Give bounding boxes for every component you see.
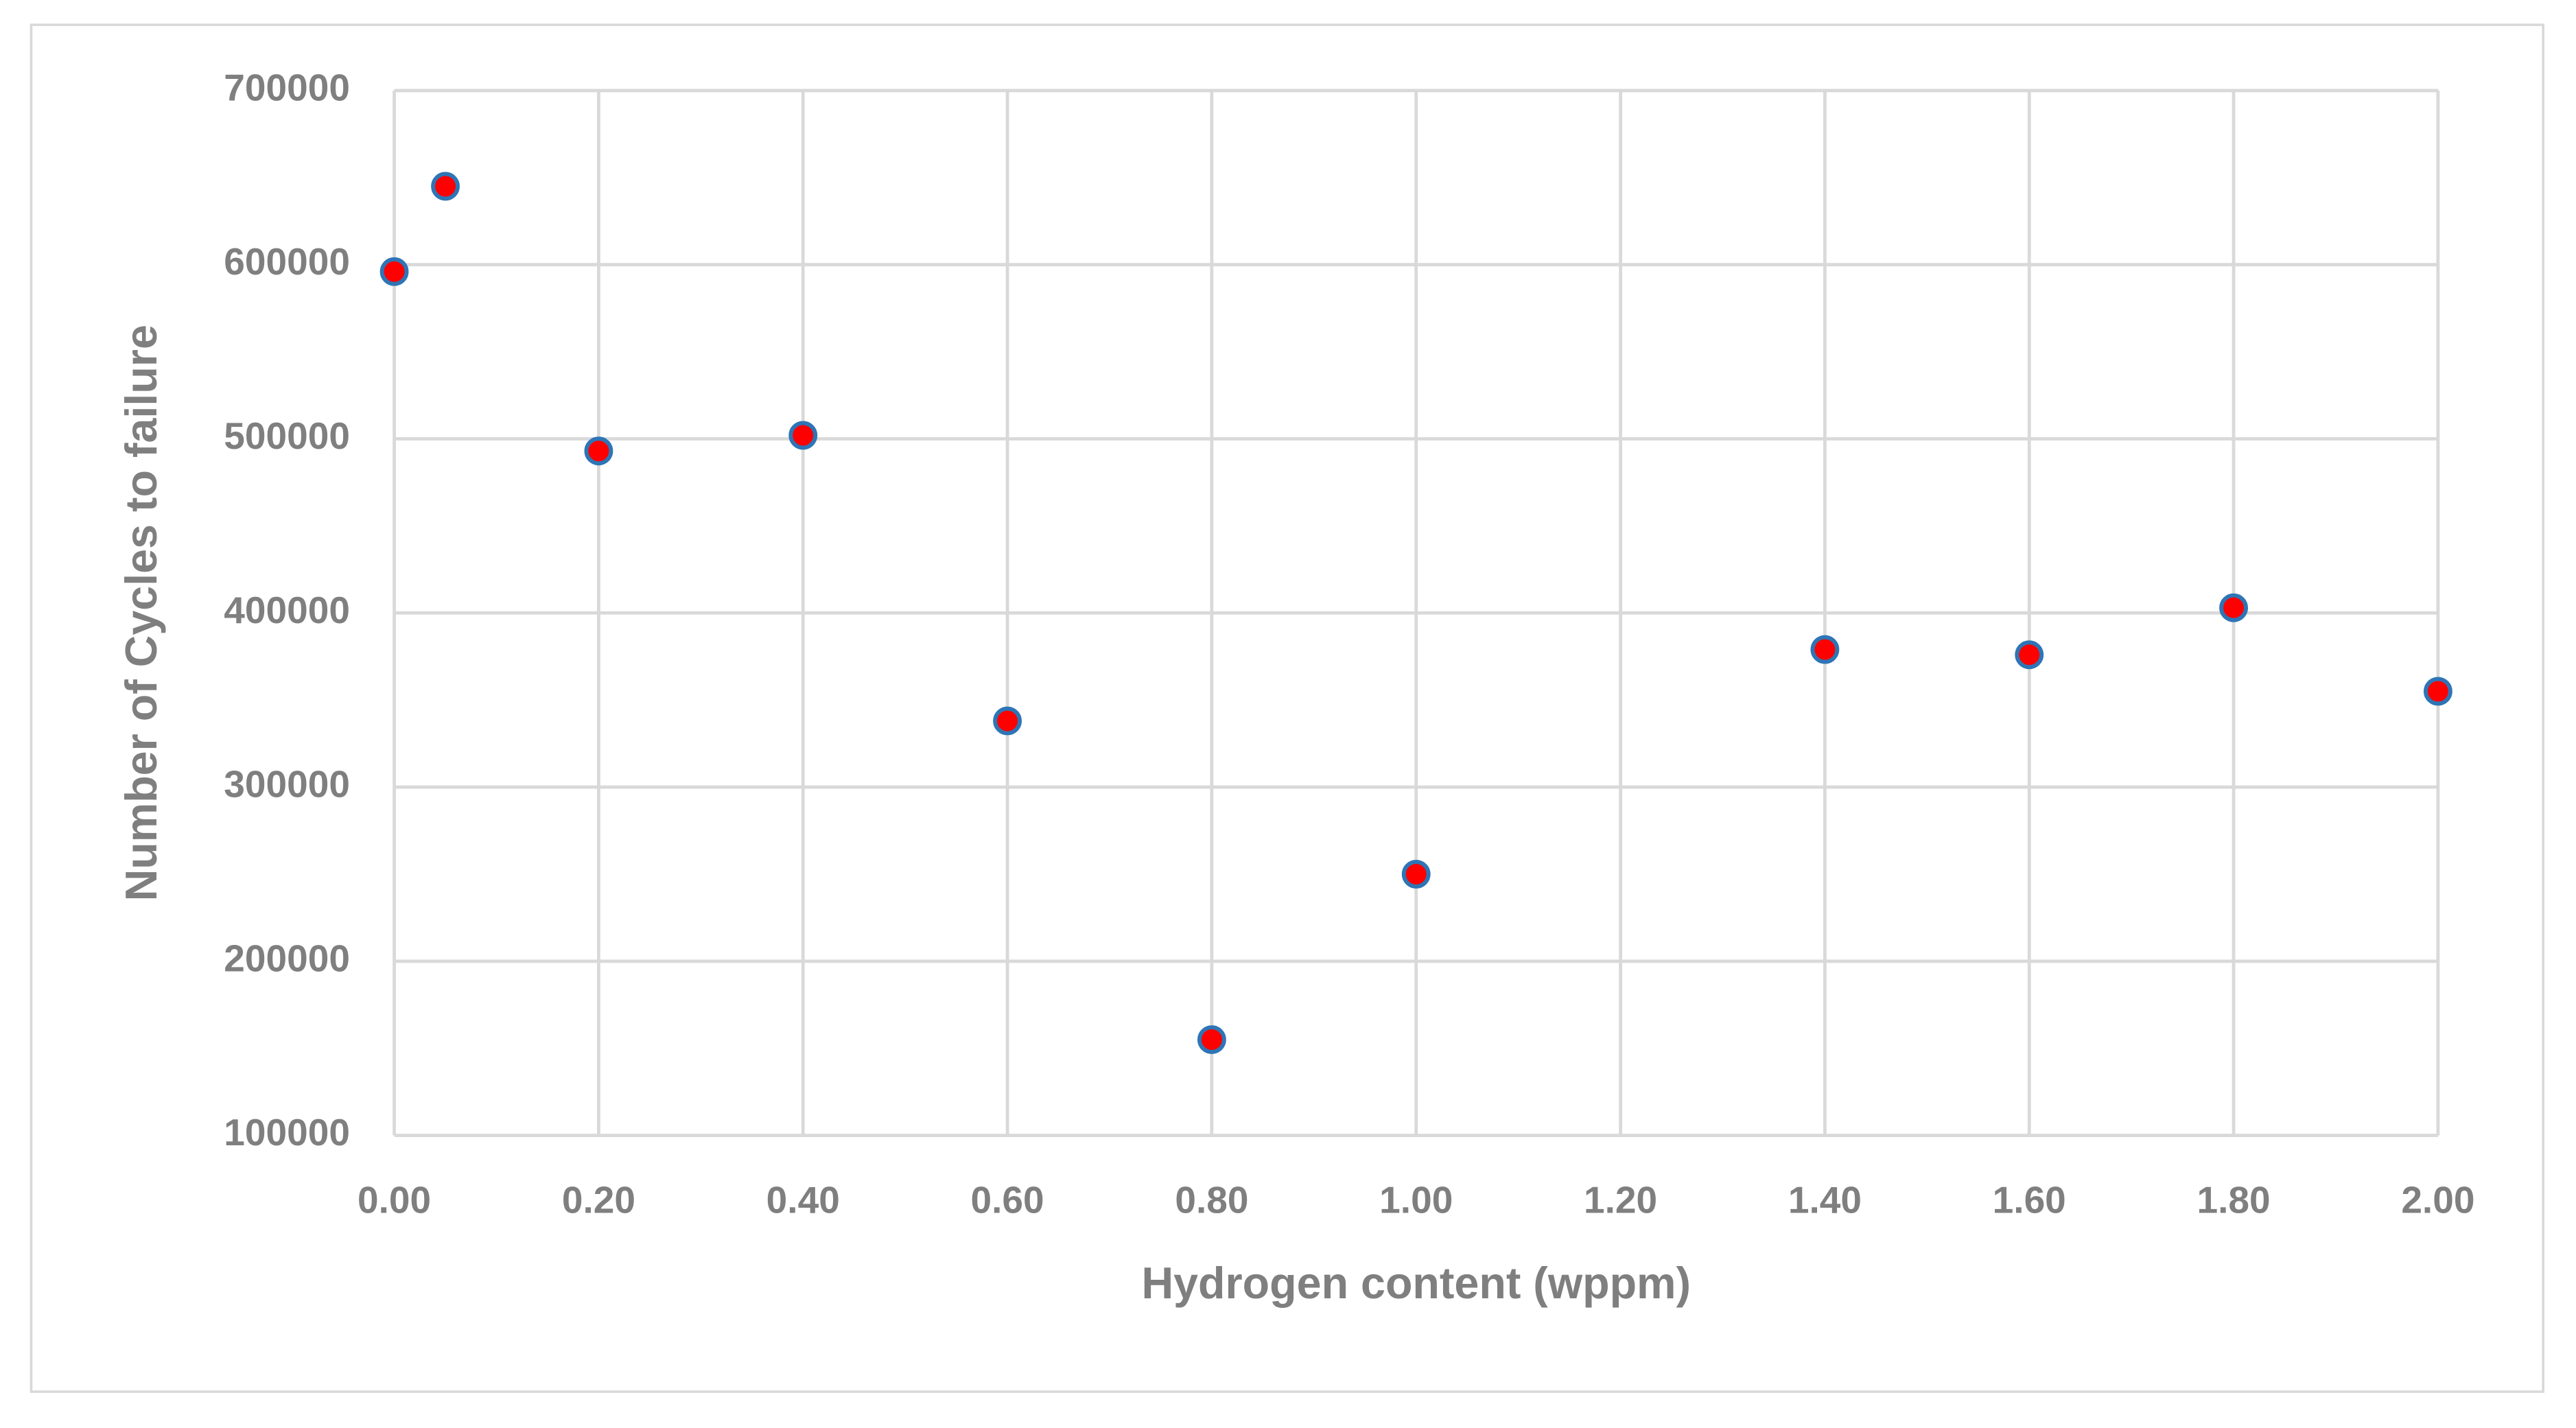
point	[1401, 859, 1431, 889]
x-axis-title: Hydrogen content (wppm)	[1141, 1258, 1691, 1308]
y-tick-label: 500000	[224, 414, 350, 457]
ticks: 100000 200000 300000 400000 500000 600000 7000…	[224, 66, 2474, 1221]
y-tick-label: 300000	[224, 763, 350, 806]
x-tick-label: 2.00	[2401, 1178, 2474, 1221]
x-tick-label: 0.80	[1175, 1178, 1248, 1221]
y-tick-label: 700000	[224, 66, 350, 108]
x-tick-label: 0.00	[358, 1178, 431, 1221]
point	[1197, 1025, 1226, 1054]
point	[431, 172, 460, 201]
point	[584, 436, 613, 466]
point	[2219, 593, 2249, 622]
x-tick-label: 1.60	[1993, 1178, 2066, 1221]
y-tick-label: 200000	[224, 937, 350, 979]
x-tick-label: 1.20	[1584, 1178, 1657, 1221]
marks	[379, 172, 2452, 1054]
y-axis-title: Number of Cycles to failure	[116, 325, 166, 901]
chart-border	[30, 23, 2544, 1393]
y-tick-label: 400000	[224, 589, 350, 631]
x-tick-label: 1.00	[1379, 1178, 1453, 1221]
point	[1810, 635, 1840, 664]
x-tick-label: 1.40	[1788, 1178, 1862, 1221]
point	[379, 257, 409, 286]
grid	[393, 89, 2440, 1137]
point	[2015, 640, 2044, 670]
point	[2423, 677, 2452, 706]
x-tick-label: 0.40	[766, 1178, 840, 1221]
y-tick-label: 100000	[224, 1111, 350, 1154]
y-tick-label: 600000	[224, 240, 350, 283]
x-tick-label: 0.20	[562, 1178, 635, 1221]
point	[993, 706, 1022, 736]
x-tick-label: 0.60	[971, 1178, 1044, 1221]
x-tick-label: 1.80	[2197, 1178, 2270, 1221]
point	[788, 421, 818, 450]
